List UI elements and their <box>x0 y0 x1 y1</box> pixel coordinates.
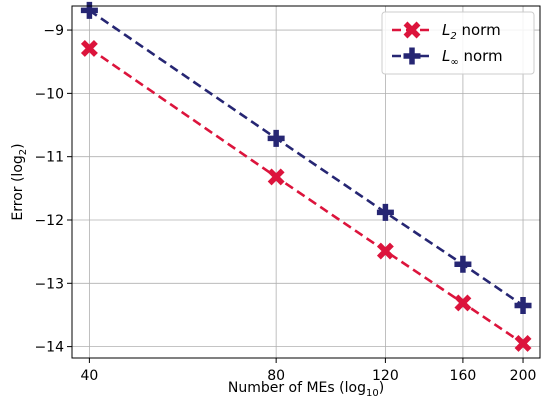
plot-frame <box>71 5 541 359</box>
legend-marker <box>403 21 421 39</box>
x-tick-label: 160 <box>450 368 477 384</box>
x-tick-label: 120 <box>372 368 399 384</box>
data-point <box>267 168 285 186</box>
series-1 <box>80 39 532 352</box>
data-point <box>80 39 98 57</box>
legend-label: L∞ norm <box>442 47 503 68</box>
series-2 <box>80 1 532 314</box>
y-tick-label: −11 <box>34 150 64 166</box>
x-tick-label: 200 <box>510 368 537 384</box>
x-axis-label: Number of MEs (log10) <box>228 380 384 399</box>
legend-marker <box>403 47 421 65</box>
data-point <box>376 242 394 260</box>
series-layer <box>80 1 532 352</box>
data-point <box>514 334 532 352</box>
legend-label: L2 norm <box>442 21 501 42</box>
y-tick-label: −13 <box>34 276 64 292</box>
x-tick-label: 40 <box>80 368 98 384</box>
y-tick-label: −12 <box>34 213 64 229</box>
y-tick-label: −9 <box>43 23 64 39</box>
axis-ticks: 40 80 120 160 200 −9 −10 −11 −12 −13 −14 <box>34 23 536 384</box>
legend: L2 norm L∞ norm <box>381 11 535 75</box>
data-point <box>376 203 394 221</box>
y-tick-label: −14 <box>34 340 64 356</box>
y-tick-label: −10 <box>34 86 64 102</box>
data-point <box>454 294 472 312</box>
data-point <box>514 296 532 314</box>
data-point <box>267 129 285 147</box>
data-point <box>80 1 98 19</box>
y-axis-label: Error (log2) <box>10 143 29 220</box>
data-point <box>454 255 472 273</box>
x-tick-label: 80 <box>267 368 285 384</box>
